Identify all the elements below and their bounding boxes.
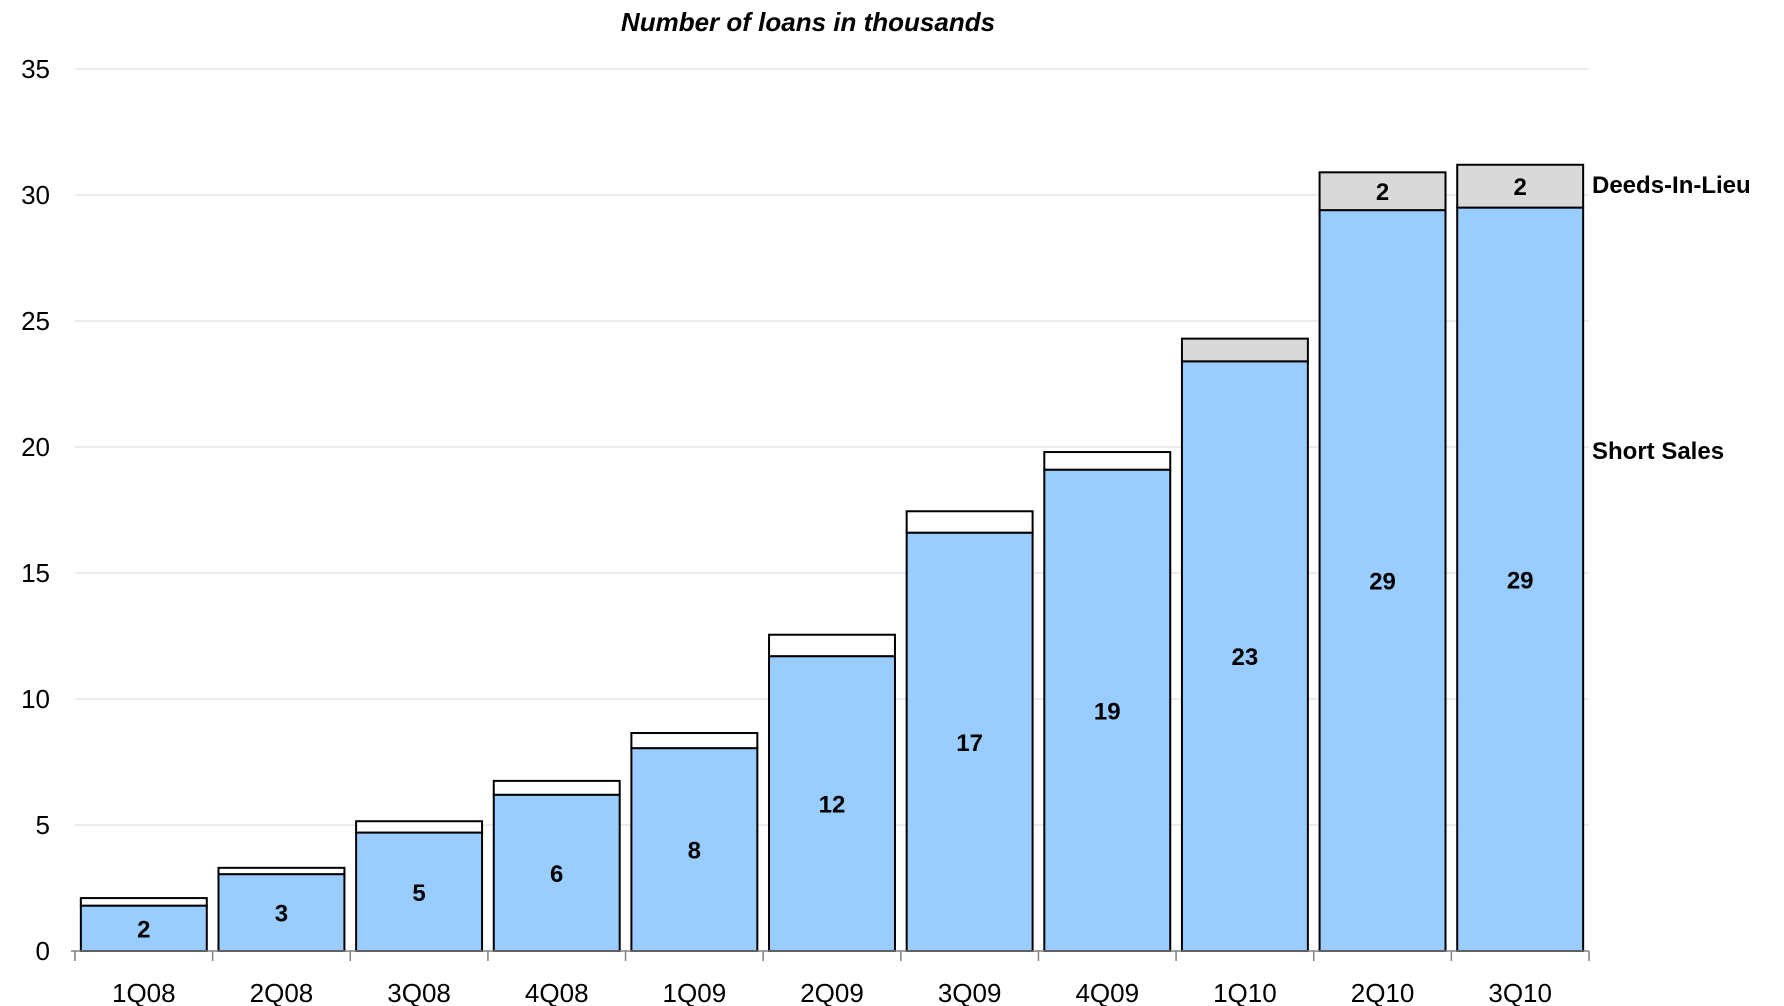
bars bbox=[79, 163, 1585, 953]
y-tick-label: 10 bbox=[21, 684, 50, 714]
x-tick-label: 3Q09 bbox=[938, 978, 1002, 1006]
bar-deeds-in-lieu bbox=[492, 779, 621, 796]
x-tick-label: 2Q09 bbox=[800, 978, 864, 1006]
bar-deeds-in-lieu bbox=[630, 732, 759, 750]
series-labels: Deeds-In-Lieu Short Sales bbox=[1592, 172, 1751, 465]
bar-short-sales bbox=[768, 655, 896, 952]
data-label-short-sales: 23 bbox=[1232, 644, 1259, 671]
y-axis-ticks: 0 5 10 15 20 25 30 35 bbox=[21, 54, 50, 966]
y-tick-label: 5 bbox=[36, 810, 50, 840]
bar-short-sales bbox=[492, 793, 621, 953]
y-tick-label: 25 bbox=[21, 306, 50, 336]
data-label-deeds-in-lieu: 2 bbox=[1514, 174, 1527, 201]
x-tick-label: 1Q10 bbox=[1213, 978, 1277, 1006]
bar-short-sales bbox=[217, 873, 346, 953]
bar-deeds-in-lieu bbox=[1043, 451, 1172, 471]
bar-short-sales bbox=[630, 747, 759, 953]
y-tick-label: 35 bbox=[21, 54, 50, 84]
data-label-short-sales: 3 bbox=[275, 901, 288, 928]
bar-short-sales bbox=[1318, 209, 1447, 952]
bar-deeds-in-lieu bbox=[768, 633, 896, 658]
bar-short-sales bbox=[1043, 468, 1172, 952]
data-label-short-sales: 29 bbox=[1507, 567, 1534, 594]
x-tick-label: 2Q10 bbox=[1351, 978, 1415, 1006]
bar-deeds-in-lieu bbox=[79, 897, 208, 907]
x-tick-label: 1Q08 bbox=[112, 978, 176, 1006]
x-axis-ticks: 1Q08 2Q08 3Q08 4Q08 1Q09 2Q09 3Q09 4Q09 1Q10 2Q10… bbox=[74, 951, 1590, 1006]
x-tick-label: 4Q08 bbox=[525, 978, 589, 1006]
x-tick-label: 3Q10 bbox=[1488, 978, 1552, 1006]
y-tick-label: 30 bbox=[21, 180, 50, 210]
bar-short-sales bbox=[1456, 206, 1585, 953]
y-tick-label: 20 bbox=[21, 432, 50, 462]
y-tick-label: 0 bbox=[36, 936, 50, 966]
data-label-short-sales: 8 bbox=[688, 838, 701, 865]
x-tick-label: 1Q09 bbox=[663, 978, 727, 1006]
x-tick-label: 2Q08 bbox=[250, 978, 314, 1006]
bar-deeds-in-lieu bbox=[1180, 337, 1309, 363]
bar-short-sales bbox=[1180, 360, 1309, 952]
data-label-short-sales: 12 bbox=[819, 792, 846, 819]
x-tick-label: 4Q09 bbox=[1075, 978, 1139, 1006]
data-label-short-sales: 19 bbox=[1094, 698, 1121, 725]
gridlines bbox=[75, 68, 1589, 826]
series-label-deeds-in-lieu: Deeds-In-Lieu bbox=[1592, 172, 1751, 199]
bar-short-sales bbox=[355, 831, 484, 952]
bar-deeds-in-lieu bbox=[217, 866, 346, 876]
series-label-short-sales: Short Sales bbox=[1592, 438, 1724, 465]
bar-short-sales bbox=[905, 531, 1034, 952]
data-label-short-sales: 29 bbox=[1369, 569, 1396, 596]
y-tick-label: 15 bbox=[21, 558, 50, 588]
chart-title: Number of loans in thousands bbox=[621, 7, 995, 37]
data-label-short-sales: 2 bbox=[137, 916, 150, 943]
x-tick-label: 3Q08 bbox=[387, 978, 451, 1006]
data-label-short-sales: 17 bbox=[956, 730, 983, 757]
data-label-deeds-in-lieu: 2 bbox=[1376, 179, 1389, 206]
bar-deeds-in-lieu bbox=[905, 510, 1034, 534]
bar-deeds-in-lieu bbox=[1456, 163, 1585, 209]
bar-deeds-in-lieu bbox=[355, 820, 484, 834]
data-label-short-sales: 5 bbox=[412, 880, 425, 907]
bar-deeds-in-lieu bbox=[1318, 171, 1447, 212]
data-label-short-sales: 6 bbox=[550, 861, 563, 888]
